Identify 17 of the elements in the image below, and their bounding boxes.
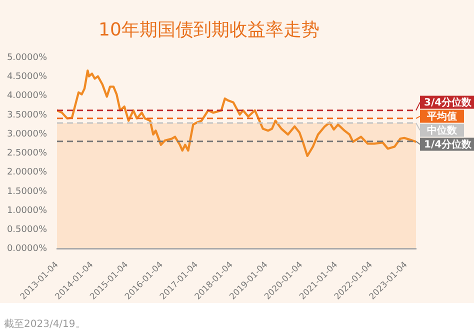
y-tick-label: 3.5000%	[6, 110, 48, 120]
y-tick-label: 1.0000%	[6, 206, 48, 216]
ref-line-label: 1/4分位数	[424, 138, 473, 150]
y-tick-label: 3.0000%	[6, 129, 48, 140]
y-tick-label: 0.5000%	[6, 225, 48, 236]
y-tick-label: 1.5000%	[6, 186, 48, 197]
y-tick-label: 4.0000%	[6, 91, 48, 102]
ref-line-label: 平均值	[426, 110, 457, 122]
y-tick-label: 2.0000%	[6, 168, 48, 178]
y-tick-label: 0.0000%	[6, 244, 48, 254]
text: 截至2023/4/19。	[4, 318, 86, 330]
y-tick-label: 4.5000%	[6, 72, 48, 82]
ref-line-label: 3/4分位数	[424, 96, 473, 108]
y-tick-label: 2.5000%	[6, 148, 48, 159]
chart-title: 10年期国债到期收益率走势	[98, 19, 320, 40]
ref-line-label: 中位数	[427, 124, 458, 136]
y-tick-label: 5.0000%	[6, 52, 48, 63]
